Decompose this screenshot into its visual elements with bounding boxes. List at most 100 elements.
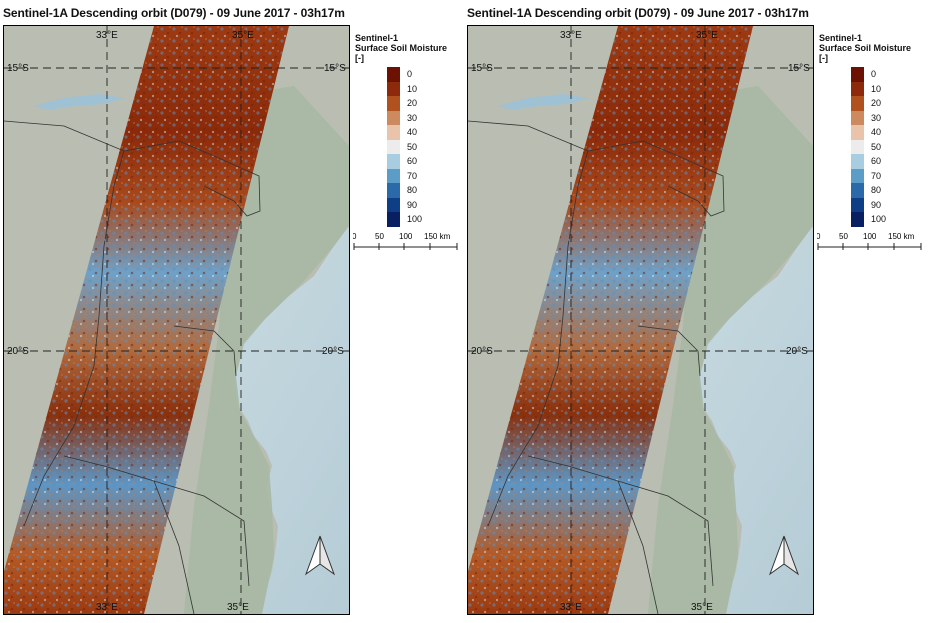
legend-swatch bbox=[851, 212, 864, 227]
scale-tick-label: 150 km bbox=[424, 232, 451, 241]
legend-class-row: 50 bbox=[355, 139, 463, 154]
legend-class-row: 10 bbox=[819, 81, 927, 96]
legend-swatch bbox=[387, 168, 400, 183]
legend-class-label: 100 bbox=[407, 214, 423, 224]
legend-class-row: 20 bbox=[819, 96, 927, 111]
legend-swatch bbox=[851, 183, 864, 198]
legend-class-row: 60 bbox=[819, 154, 927, 169]
country-border bbox=[23, 150, 125, 527]
legend-class-label: 100 bbox=[871, 214, 887, 224]
legend-title-line: [-] bbox=[819, 53, 828, 63]
legend-items: 0 10 20 30 40 50 60 70 80 90 100 bbox=[819, 67, 927, 227]
country-border bbox=[468, 120, 725, 217]
scale-bar: 0 50 100 150 km bbox=[817, 230, 927, 254]
map-frame[interactable]: 15°S 15°S 20°S 20°S 33°E 35°E 33°E 35°E bbox=[467, 25, 814, 615]
map-title: Sentinel-1A Descending orbit (D079) - 09… bbox=[467, 6, 809, 20]
legend-swatch bbox=[387, 139, 400, 154]
country-border bbox=[153, 480, 195, 614]
legend-class-row: 80 bbox=[819, 183, 927, 198]
country-border bbox=[173, 325, 237, 377]
map-panel-right: Sentinel-1A Descending orbit (D079) - 09… bbox=[464, 0, 928, 623]
map-panel-left: Sentinel-1A Descending orbit (D079) - 09… bbox=[3, 6, 463, 615]
scale-bar: 0 50 100 150 km bbox=[353, 230, 463, 254]
lat-label: 20°S bbox=[322, 346, 344, 357]
scale-tick-label: 0 bbox=[817, 232, 821, 241]
legend-swatch bbox=[387, 67, 400, 82]
scale-tick-label: 150 km bbox=[888, 232, 915, 241]
legend-class-label: 70 bbox=[407, 170, 418, 181]
legend-class-label: 70 bbox=[871, 170, 882, 181]
legend-class-row: 50 bbox=[819, 139, 927, 154]
legend-title-line: Sentinel-1 bbox=[355, 33, 399, 43]
country-border bbox=[63, 455, 250, 587]
land-green-area bbox=[648, 86, 813, 614]
legend-class-row: 100 bbox=[355, 212, 463, 227]
north-arrow-icon bbox=[768, 535, 800, 576]
legend-class-label: 10 bbox=[871, 83, 882, 94]
lat-label: 20°S bbox=[471, 346, 493, 357]
lon-label: 35°E bbox=[691, 602, 713, 613]
lat-label: 15°S bbox=[788, 63, 810, 74]
north-arrow-icon bbox=[304, 535, 336, 576]
legend-class-row: 10 bbox=[355, 81, 463, 96]
lat-label: 15°S bbox=[7, 63, 29, 74]
legend-class-label: 40 bbox=[871, 127, 882, 137]
legend-class-row: 90 bbox=[355, 197, 463, 212]
legend-class-row: 70 bbox=[355, 168, 463, 183]
lon-label: 35°E bbox=[227, 602, 249, 613]
country-border bbox=[4, 120, 261, 217]
legend-title-line: Sentinel-1 bbox=[819, 33, 863, 43]
map-canvas: 15°S 15°S 20°S 20°S 33°E 35°E 33°E 35°E bbox=[468, 26, 813, 614]
legend-class-row: 40 bbox=[355, 125, 463, 140]
legend-class-label: 20 bbox=[407, 98, 418, 108]
legend-class-row: 0 bbox=[819, 67, 927, 82]
map-frame[interactable]: 15°S 15°S 20°S 20°S 33°E 35°E 33°E 35°E bbox=[3, 25, 350, 615]
country-border bbox=[617, 480, 659, 614]
legend-class-label: 10 bbox=[407, 83, 418, 94]
legend-swatch bbox=[387, 125, 400, 140]
legend-swatch bbox=[851, 154, 864, 169]
legend-class-label: 80 bbox=[871, 185, 882, 195]
lon-label: 33°E bbox=[96, 30, 118, 41]
legend-swatch bbox=[387, 154, 400, 169]
legend-swatch bbox=[851, 96, 864, 111]
lon-label: 35°E bbox=[696, 30, 718, 41]
legend-swatch bbox=[851, 139, 864, 154]
legend-class-label: 90 bbox=[407, 199, 418, 210]
lon-label: 33°E bbox=[560, 602, 582, 613]
legend-class-label: 30 bbox=[871, 112, 882, 123]
legend-swatch bbox=[387, 212, 400, 227]
legend-class-label: 80 bbox=[407, 185, 418, 195]
lat-label: 20°S bbox=[786, 346, 808, 357]
legend-class-label: 50 bbox=[871, 141, 882, 152]
legend-class-row: 30 bbox=[355, 110, 463, 125]
lat-label: 20°S bbox=[7, 346, 29, 357]
legend-class-row: 100 bbox=[819, 212, 927, 227]
lon-label: 35°E bbox=[232, 30, 254, 41]
legend-swatch bbox=[851, 110, 864, 125]
legend-class-label: 60 bbox=[871, 156, 882, 166]
country-border bbox=[487, 150, 589, 527]
legend-swatch bbox=[387, 110, 400, 125]
legend-class-label: 0 bbox=[871, 69, 877, 79]
legend-title-line: [-] bbox=[355, 53, 364, 63]
legend-class-row: 20 bbox=[355, 96, 463, 111]
legend-class-label: 60 bbox=[407, 156, 418, 166]
lon-label: 33°E bbox=[560, 30, 582, 41]
legend-swatch bbox=[387, 183, 400, 198]
scale-tick-label: 50 bbox=[839, 232, 848, 241]
legend-class-label: 20 bbox=[871, 98, 882, 108]
land-green-area bbox=[184, 86, 349, 614]
legend-class-label: 90 bbox=[871, 199, 882, 210]
scale-tick-label: 100 bbox=[863, 232, 877, 241]
legend-items: 0 10 20 30 40 50 60 70 80 90 100 bbox=[355, 67, 463, 227]
legend-class-label: 0 bbox=[407, 69, 413, 79]
scale-tick-label: 100 bbox=[399, 232, 413, 241]
lon-label: 33°E bbox=[96, 602, 118, 613]
legend-class-row: 40 bbox=[819, 125, 927, 140]
legend-title-line: Surface Soil Moisture bbox=[819, 43, 912, 53]
legend-title: Sentinel-1 Surface Soil Moisture [-] bbox=[355, 33, 463, 63]
legend-swatch bbox=[851, 197, 864, 212]
legend-class-label: 30 bbox=[407, 112, 418, 123]
map-title: Sentinel-1A Descending orbit (D079) - 09… bbox=[3, 6, 345, 20]
